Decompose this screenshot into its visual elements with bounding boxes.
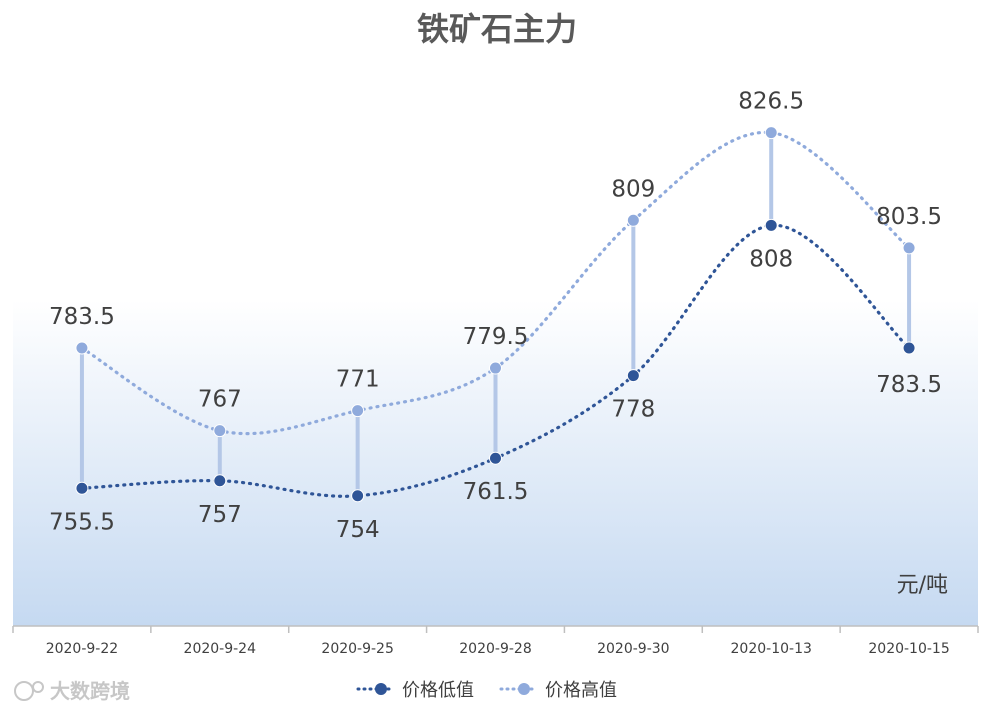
legend-low-label: 价格低值 bbox=[402, 680, 474, 701]
high-point bbox=[902, 241, 916, 255]
unit-label: 元/吨 bbox=[897, 573, 948, 598]
low-value-label: 783.5 bbox=[876, 372, 942, 398]
watermark-text: 大数跨境 bbox=[50, 679, 130, 703]
low-value-label: 754 bbox=[336, 517, 380, 543]
x-tick-label: 2020-9-24 bbox=[184, 641, 257, 657]
low-value-label: 757 bbox=[198, 502, 242, 528]
high-point bbox=[764, 126, 778, 140]
high-value-label: 809 bbox=[611, 176, 655, 202]
high-value-label: 767 bbox=[198, 387, 242, 413]
high-point bbox=[489, 361, 502, 375]
watermark-logo-dot-icon bbox=[32, 681, 44, 693]
high-point bbox=[351, 404, 365, 418]
legend: 价格低值 价格高值 bbox=[356, 680, 617, 701]
low-value-label: 761.5 bbox=[463, 479, 529, 505]
series-layer bbox=[75, 126, 916, 503]
x-tick-label: 2020-10-13 bbox=[731, 641, 812, 657]
low-point bbox=[626, 369, 640, 383]
chart-title: 铁矿石主力 bbox=[417, 10, 577, 48]
low-point bbox=[351, 489, 365, 503]
legend-low-marker bbox=[375, 683, 387, 695]
low-point bbox=[489, 451, 502, 465]
x-axis: 2020-9-22 2020-9-24 2020-9-25 2020-9-28 2020… bbox=[12, 625, 979, 657]
legend-high-label: 价格高值 bbox=[545, 680, 617, 701]
watermark-logo-icon bbox=[14, 681, 34, 701]
high-value-label: 826.5 bbox=[738, 89, 804, 115]
low-point bbox=[213, 474, 227, 488]
high-value-label: 783.5 bbox=[49, 304, 115, 330]
high-point bbox=[75, 341, 89, 355]
data-labels: 755.5 757 754 761.5 778 808 783.5 783.5 767 771 77… bbox=[49, 89, 942, 543]
low-value-label: 778 bbox=[611, 397, 655, 423]
high-point bbox=[213, 424, 227, 438]
x-tick-label: 2020-9-28 bbox=[459, 641, 531, 657]
low-point bbox=[902, 341, 916, 355]
legend-item-low: 价格低值 bbox=[356, 680, 474, 701]
legend-high-marker bbox=[518, 683, 530, 695]
high-value-label: 779.5 bbox=[463, 324, 529, 350]
watermark: 大数跨境 bbox=[14, 679, 130, 703]
x-tick-label: 2020-9-22 bbox=[46, 641, 118, 657]
low-value-label: 808 bbox=[749, 246, 793, 272]
high-low-lines bbox=[79, 132, 912, 496]
low-value-label: 755.5 bbox=[49, 509, 115, 535]
low-point bbox=[75, 481, 89, 495]
x-tick-label: 2020-9-25 bbox=[321, 641, 393, 657]
high-value-label: 803.5 bbox=[876, 204, 942, 230]
legend-item-high: 价格高值 bbox=[499, 680, 617, 701]
x-tick-label: 2020-9-30 bbox=[597, 641, 669, 657]
low-point bbox=[764, 218, 778, 232]
x-tick-label: 2020-10-15 bbox=[868, 641, 949, 657]
high-point bbox=[626, 213, 640, 227]
high-value-label: 771 bbox=[336, 367, 380, 393]
